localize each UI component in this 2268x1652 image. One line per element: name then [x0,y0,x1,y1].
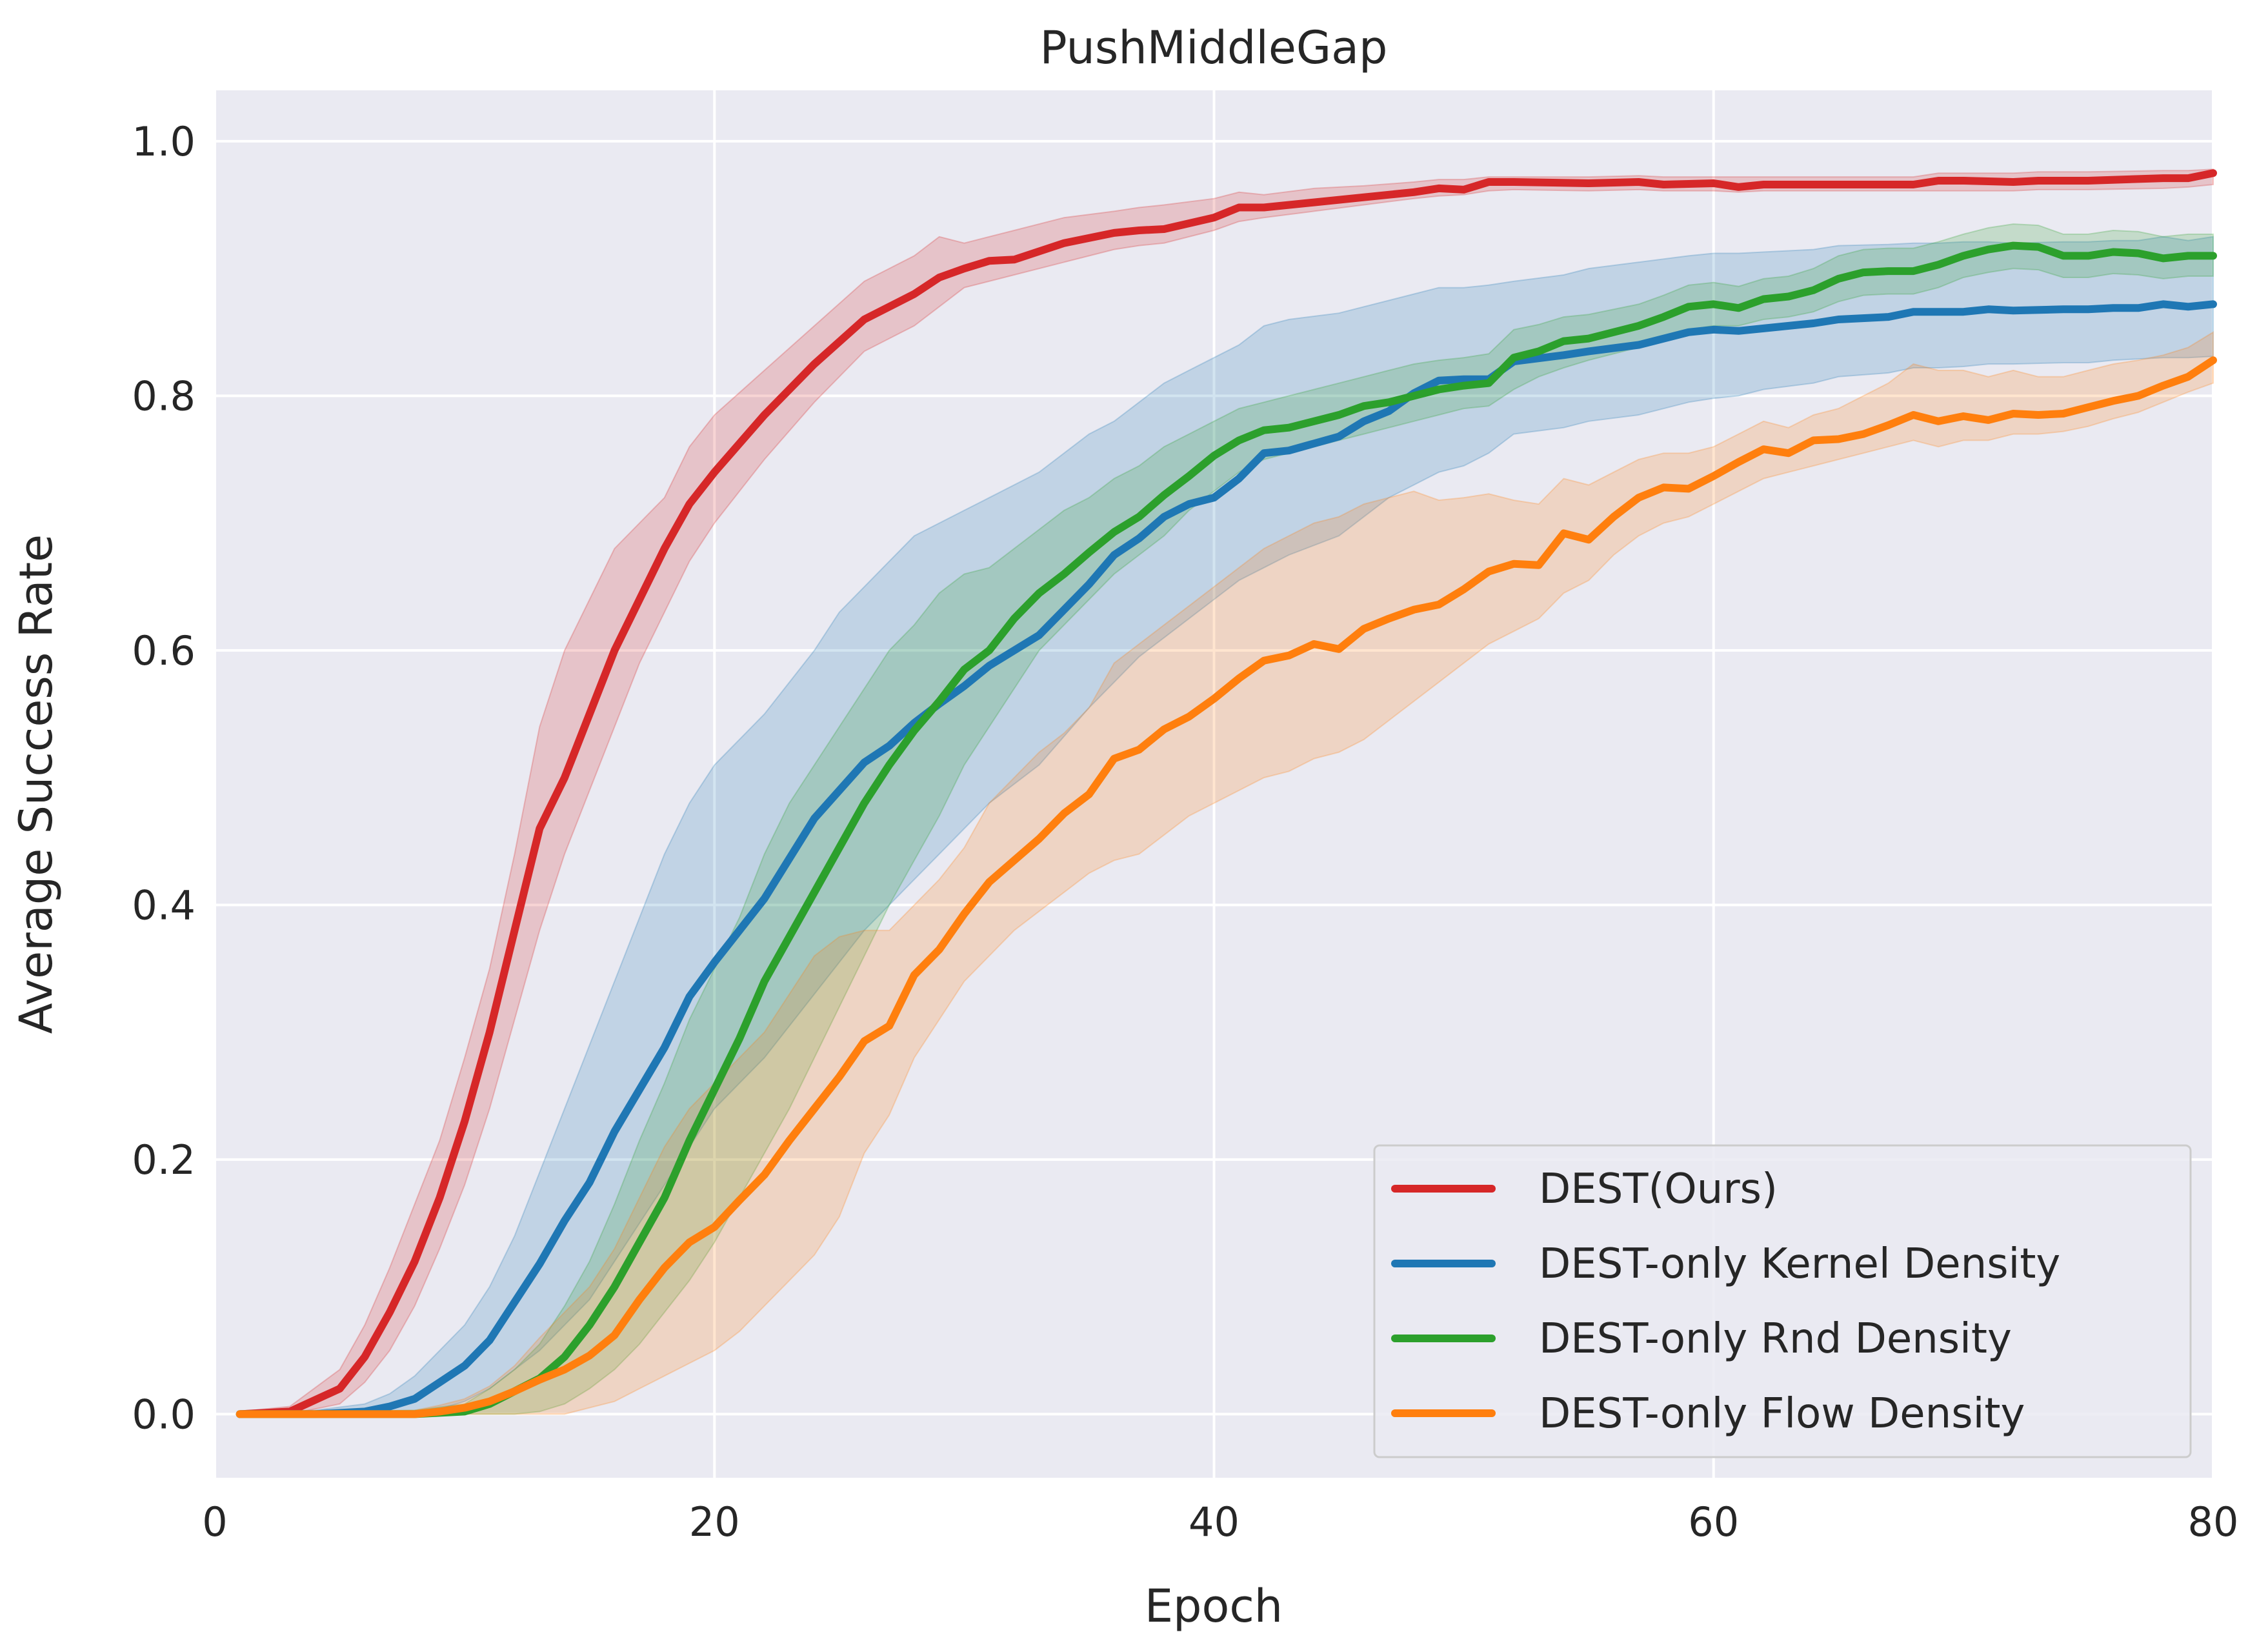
x-tick-label: 60 [1688,1498,1739,1546]
line-dest-only-rnd-density [236,241,2217,1418]
series-lines [236,169,2217,1418]
band-dest-ours [239,168,2214,1415]
gridlines [214,90,2214,1478]
x-tick-label: 20 [689,1498,740,1546]
band-dest-only-rnd-density [239,223,2214,1415]
legend-box [1373,1144,2192,1458]
line-dest-only-kernel-density [236,300,2217,1418]
y-tick-label: 0.8 [132,372,196,419]
x-tick-label: 0 [202,1498,227,1546]
y-axis-label: Average Success Rate [10,534,63,1034]
tick-labels: 0 20 40 60 80 0.0 0.2 0.4 0.6 0.8 1.0 [132,118,2238,1546]
y-tick-label: 0.2 [132,1136,196,1184]
y-tick-label: 1.0 [132,118,196,165]
line-dest-ours [236,169,2217,1418]
band-dest-only-flow-density [239,331,2214,1415]
y-tick-label: 0.4 [132,881,196,929]
chart-title: PushMiddleGap [1040,21,1388,74]
legend-label-rnd-density: DEST-only Rnd Density [1539,1315,2012,1363]
line-dest-only-flow-density [236,356,2217,1418]
legend: DEST(Ours) DEST-only Kernel Density DEST… [1373,1144,2192,1458]
x-tick-label: 40 [1189,1498,1239,1546]
x-axis-label: Epoch [1145,1580,1283,1633]
legend-label-flow-density: DEST-only Flow Density [1539,1390,2025,1438]
y-tick-label: 0.6 [132,627,196,674]
legend-label-kernel-density: DEST-only Kernel Density [1539,1240,2060,1288]
x-tick-label: 80 [2188,1498,2239,1546]
legend-label-dest-ours: DEST(Ours) [1539,1165,1778,1213]
y-tick-label: 0.0 [132,1391,196,1438]
